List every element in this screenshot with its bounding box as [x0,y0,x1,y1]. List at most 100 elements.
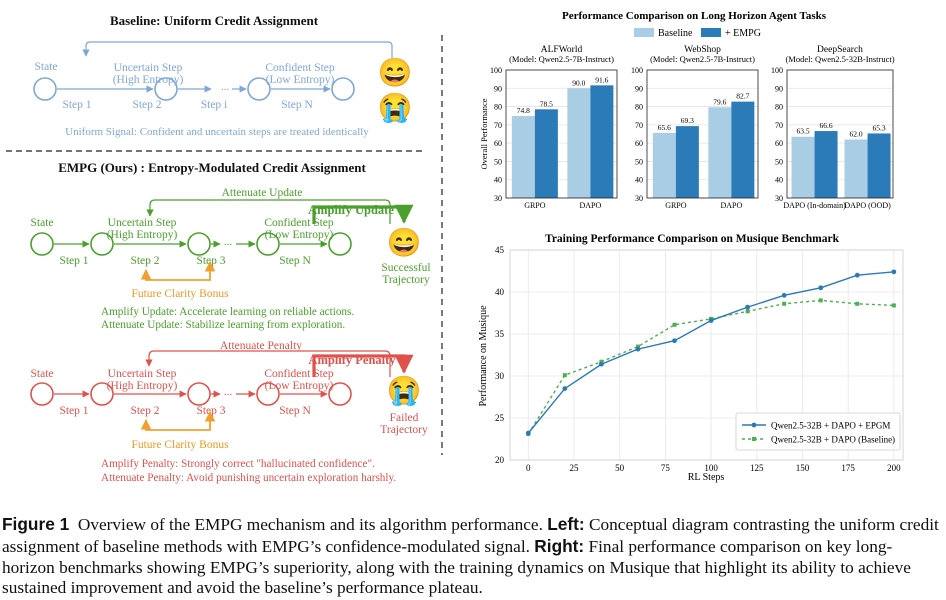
y-tick-label: 70 [494,121,502,130]
line-chart: Training Performance Comparison on Musiq… [478,233,904,483]
panel-subtitle: (Model: Qwen2.5-7B-Instruct) [650,54,755,64]
y-tick-label: 50 [494,157,502,166]
failure-step-label: Step 1 [59,405,88,417]
attenuate-penalty-arrow [145,350,391,377]
amplify-penalty-note: Amplify Penalty: Strongly correct "hallu… [101,458,375,470]
bar [844,139,868,198]
bar [675,126,699,198]
y-tick-label: 60 [494,139,502,148]
failure-uncertain-label: Uncertain Step (High Entropy) [107,368,178,392]
data-point [598,361,604,367]
attenuate-update-arrow [146,199,391,224]
success-final-node [328,232,352,256]
panel-title: WebShop [684,45,721,55]
bar-panels: ALFWorld(Model: Qwen2.5-7B-Instruct)3040… [490,45,895,210]
y-tick-label: 50 [775,157,783,166]
failure-step-label: Step N [279,405,311,417]
failure-confident-node [256,382,280,406]
success-step-label: Step N [279,255,311,267]
label-line: Confident Step [265,62,335,74]
x-tick-label: DAPO (OOD) [844,201,891,210]
success-uncertain-node [90,232,114,256]
label-line: (High Entropy) [107,380,178,392]
legend-baseline-label: Baseline [658,28,693,39]
data-point [854,272,860,278]
panel-frame [505,69,618,199]
bar [867,133,891,198]
caption-right-label: Right: [534,535,585,556]
bar-value-label: 62.0 [849,129,862,138]
bar [731,101,755,198]
bar-chart-y-label: Overall Performance [479,98,489,169]
panel-subtitle: (Model: Qwen2.5-32B-Instruct) [785,54,894,64]
x-tick-label: DAPO (In-domain) [783,201,846,210]
x-tick-label: 200 [887,463,901,473]
amplify-penalty-arrow [312,354,414,377]
y-tick-label: 60 [775,139,783,148]
bar-value-label: 91.6 [595,75,608,84]
failure-final-node [328,382,352,406]
line-plot-area: 20 25 30 35 40 45 0 25 50 75 100 125 150 175 200 Qwen2.… [495,245,904,473]
bar [534,109,558,198]
failure-uncertain-node [90,382,114,406]
baseline-signal-text: Uniform Signal: Confident and uncertain … [65,126,369,138]
baseline-state-node [33,77,57,101]
data-point [782,301,787,306]
data-point [672,322,677,327]
y-tick-label: 70 [775,121,783,130]
data-point [672,338,677,344]
legend-marker [751,422,757,428]
data-point [599,359,604,364]
attenuate-update-note: Attenuate Update: Stabilize learning fro… [101,319,345,331]
caption-left-label: Left: [547,514,585,534]
label-line: Uncertain Step [108,368,177,380]
y-tick-label: 45 [495,245,505,255]
y-tick-label: 40 [494,176,502,185]
data-point [708,318,714,323]
y-tick-label: 25 [495,413,505,423]
legend-swatch-empg [701,28,721,37]
label-line: (High Entropy) [107,229,178,241]
data-point [745,309,750,314]
y-tick-label: 30 [635,194,643,203]
happy-face-icon: 😄 [387,227,422,259]
legend-swatch-baseline [634,28,654,37]
success-step-label: Step 2 [130,255,159,267]
bar-chart-title: Performance Comparison on Long Horizon A… [562,10,827,22]
y-tick-label: 50 [635,157,643,166]
data-point [525,430,531,436]
label-line: Uncertain Step [108,217,177,229]
successful-trajectory-label: Successful Trajectory [381,262,430,286]
data-point [855,301,860,306]
label-line: (Low Entropy) [266,74,335,86]
y-tick-label: 40 [635,176,643,185]
success-confident-label: Confident Step (Low Entropy) [264,217,334,241]
bar-value-label: 65.3 [872,123,885,132]
amplify-update-note: Amplify Update: Accelerate learning on r… [101,306,354,318]
line-chart-title: Training Performance Comparison on Musiq… [545,233,840,245]
baseline-step-label: Step i [201,99,228,111]
y-tick-label: 90 [635,84,643,93]
success-step-label: Step 3 [196,255,225,267]
baseline-step-i-node [247,77,271,101]
bar-value-label: 90.0 [572,78,585,87]
baseline-title: Baseline: Uniform Credit Assignment [110,13,319,28]
baseline-ellipsis: ... [221,81,230,93]
y-tick-label: 100 [631,66,643,75]
label-line: (Low Entropy) [265,380,334,392]
attenuate-update-label: Attenuate Update [222,187,303,199]
failure-step3-node [187,382,211,406]
panel-title: DeepSearch [817,45,863,55]
label-line: Failed [390,412,419,424]
y-tick-label: 20 [495,455,505,465]
data-point [891,303,896,308]
panel-subtitle: (Model: Qwen2.5-7B-Instruct) [509,54,614,64]
baseline-state-label: State [35,61,58,73]
data-point [562,373,567,378]
crying-face-icon: 😭 [387,375,422,407]
future-clarity-label: Future Clarity Bonus [131,439,229,451]
line-chart-y-label: Performance on Musique [478,305,489,407]
caption-figure-label: Figure 1 [2,514,70,534]
x-tick-label: 175 [841,463,855,473]
x-tick-label: 25 [569,463,579,473]
